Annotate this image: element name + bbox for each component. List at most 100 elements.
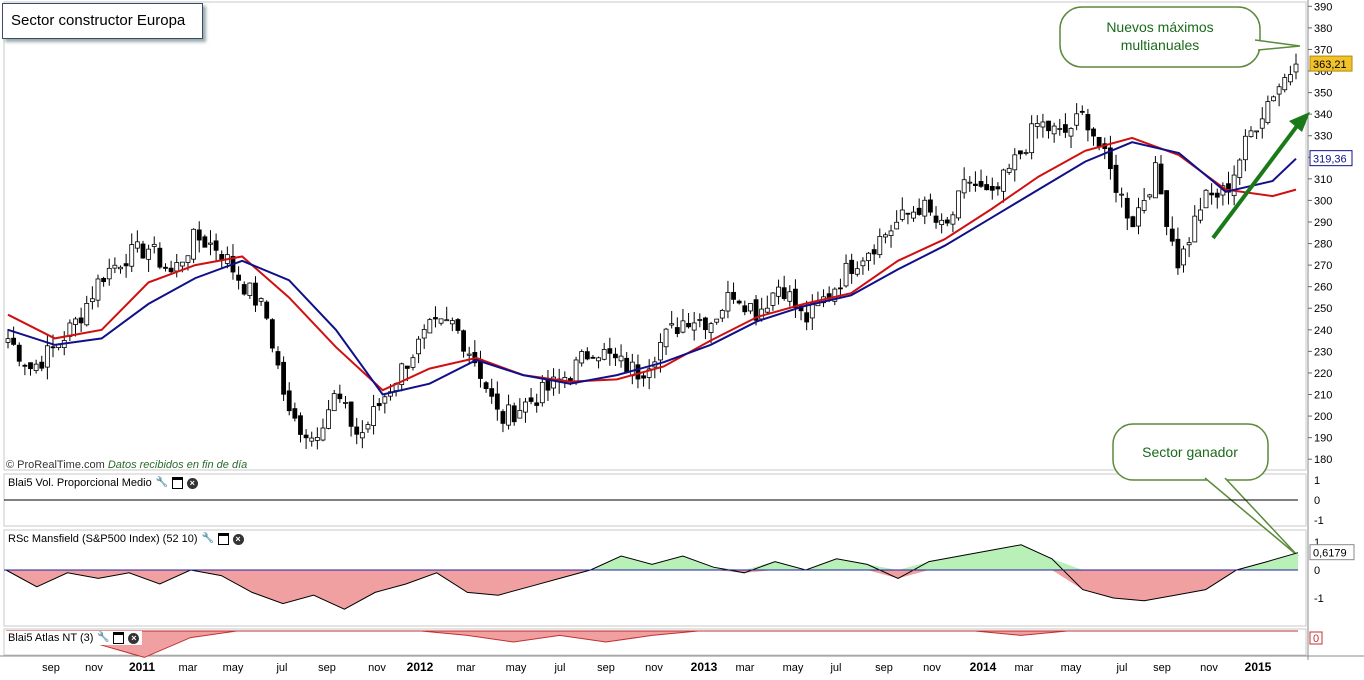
candle-body — [174, 262, 180, 272]
candle-body — [466, 353, 472, 356]
y-tick-label: 390 — [1314, 1, 1332, 13]
candle-body — [326, 409, 331, 429]
candle-body — [376, 403, 382, 407]
candle-body — [674, 327, 680, 334]
candle-body — [1018, 150, 1023, 155]
candle-body — [416, 338, 421, 355]
candle-body — [933, 215, 939, 223]
candle-body — [691, 322, 697, 331]
y-tick-label: 200 — [1314, 411, 1332, 423]
candle-body — [348, 401, 354, 427]
candle-body — [1029, 123, 1035, 154]
candle-body — [399, 363, 405, 385]
candle-body — [1287, 74, 1293, 83]
vol-tick-label: 1 — [1314, 475, 1320, 487]
candle-body — [742, 305, 748, 313]
candle-body — [978, 181, 984, 187]
candle-body — [506, 404, 511, 426]
candle-body — [1271, 96, 1276, 102]
candle-body — [168, 267, 174, 273]
candle-body — [1237, 159, 1243, 178]
candle-body — [804, 312, 810, 323]
candle-body — [697, 319, 703, 321]
x-tick-label: jul — [275, 662, 287, 674]
moving-average-blue — [7, 141, 1297, 396]
candle-body — [286, 390, 292, 412]
candle-body — [73, 318, 78, 325]
candle-body — [624, 357, 630, 373]
y-tick-label: 370 — [1314, 44, 1332, 56]
rsc-tick-label: 0 — [1314, 565, 1320, 577]
candle-body — [1248, 130, 1254, 137]
rsc-line — [5, 544, 1299, 610]
x-tick-label: may — [506, 662, 527, 674]
candle-body — [680, 320, 686, 333]
candle-body — [1181, 248, 1186, 266]
candle-body — [1169, 228, 1175, 242]
candle-body — [629, 361, 635, 377]
candle-body — [404, 365, 410, 369]
candle-body — [781, 287, 787, 299]
x-tick-label: 2013 — [691, 660, 718, 674]
candle-body — [1254, 130, 1260, 133]
candle-body — [331, 393, 337, 412]
x-tick-label: mar — [179, 662, 198, 674]
window-icon[interactable] — [113, 632, 125, 644]
x-tick-label: sep — [875, 662, 893, 674]
candle-body — [596, 357, 601, 362]
candle-body — [1276, 86, 1282, 95]
y-tick-label: 380 — [1314, 23, 1332, 35]
candle-body — [528, 397, 534, 402]
candle-body — [1158, 163, 1164, 195]
y-tick-label: 290 — [1314, 217, 1332, 229]
candle-body — [618, 355, 624, 362]
candle-body — [928, 199, 933, 213]
x-tick-label: sep — [318, 662, 336, 674]
wrench-icon[interactable]: 🔧 — [155, 477, 169, 488]
candle-body — [1001, 169, 1006, 192]
x-tick-label: sep — [597, 662, 615, 674]
close-icon[interactable]: × — [128, 632, 140, 644]
candle-body — [1079, 110, 1085, 113]
x-tick-label: nov — [923, 662, 941, 674]
close-icon[interactable]: × — [232, 533, 244, 545]
y-tick-label: 240 — [1314, 325, 1332, 337]
candle-body — [5, 338, 11, 343]
candle-body — [219, 254, 225, 261]
rsc-tick-label: 1 — [1314, 537, 1320, 549]
candle-body — [1147, 194, 1153, 198]
window-icon[interactable] — [171, 477, 183, 489]
candle-body — [950, 214, 956, 225]
wrench-icon[interactable]: 🔧 — [201, 533, 214, 544]
candle-body — [275, 351, 281, 366]
candle-body — [1068, 128, 1074, 137]
watermark-brand: © ProRealTime.com — [6, 459, 105, 471]
window-icon[interactable] — [217, 533, 229, 545]
candle-body — [118, 266, 123, 270]
y-tick-label: 330 — [1314, 131, 1332, 143]
trend-arrow-head — [1289, 112, 1310, 132]
candle-body — [16, 344, 22, 362]
candle-body — [281, 361, 286, 395]
close-icon[interactable]: × — [186, 477, 198, 489]
candle-body — [579, 351, 585, 364]
candle-body — [208, 242, 213, 245]
candle-body — [849, 259, 855, 274]
candle-body — [725, 292, 731, 312]
x-tick-label: nov — [1200, 662, 1218, 674]
wrench-icon[interactable]: 🔧 — [97, 632, 110, 643]
rsc-panel-header: RSc Mansfield (S&P500 Index) (52 10) 🔧 × — [5, 532, 247, 546]
candle-body — [551, 376, 556, 389]
candle-body — [196, 229, 202, 241]
candle-body — [213, 240, 219, 251]
candle-body — [613, 353, 618, 359]
candle-body — [1209, 192, 1215, 196]
callout-bottom-tail — [1204, 477, 1299, 557]
callout-top-tail — [1254, 39, 1301, 51]
vol-tick-label: -1 — [1314, 515, 1324, 527]
candle-body — [984, 184, 990, 191]
rsc-value-label: 0,6179 — [1313, 548, 1347, 560]
candle-body — [236, 274, 242, 281]
candle-body — [1113, 164, 1119, 193]
candle-body — [44, 345, 50, 368]
